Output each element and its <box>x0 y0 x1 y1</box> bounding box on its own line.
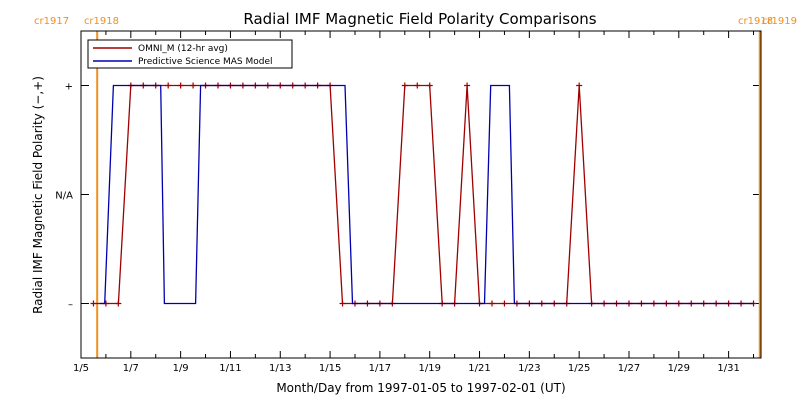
x-tick-label: 1/11 <box>219 363 241 374</box>
legend-box <box>87 39 293 69</box>
series-omni-point <box>177 82 184 89</box>
series-omni-line <box>93 84 754 305</box>
x-tick-label: 1/7 <box>123 363 139 374</box>
x-tick-label: 1/27 <box>618 363 640 374</box>
y-axis-label: Radial IMF Magnetic Field Polarity (−,+) <box>31 76 45 314</box>
series-omni-point <box>339 300 346 307</box>
y-tick-label: + <box>65 82 73 93</box>
legend-label-omni: OMNI_M (12-hr avg) <box>138 44 228 54</box>
series-omni-point <box>501 300 508 307</box>
series-omni-point <box>190 82 197 89</box>
series-omni-point <box>90 300 97 307</box>
x-tick-label: 1/13 <box>269 363 291 374</box>
series-omni-point <box>576 82 583 89</box>
series-omni-point <box>401 82 408 89</box>
y-tick-label: – <box>68 300 73 311</box>
cr-label-right-1: cr1918 <box>738 16 773 27</box>
series-mas-line <box>99 84 754 305</box>
cr-label-left-1: cr1917 <box>34 16 69 27</box>
x-tick-label: 1/5 <box>73 363 89 374</box>
x-tick-label: 1/25 <box>568 363 590 374</box>
x-tick-label: 1/29 <box>668 363 690 374</box>
x-tick-label: 1/15 <box>319 363 341 374</box>
x-tick-label: 1/31 <box>717 363 739 374</box>
series-omni-point <box>414 82 421 89</box>
series-omni-point <box>488 300 495 307</box>
legend-label-mas: Predictive Science MAS Model <box>138 57 273 67</box>
series-omni-point <box>115 300 122 307</box>
series-omni-point <box>426 82 433 89</box>
x-tick-label: 1/19 <box>418 363 440 374</box>
plot-frame <box>80 30 762 359</box>
legend: OMNI_M (12-hr avg) Predictive Science MA… <box>87 39 293 69</box>
x-tick-label: 1/23 <box>518 363 540 374</box>
series-omni-point <box>165 82 172 89</box>
cr-label-left-2: cr1918 <box>84 16 119 27</box>
chart-marks: 1/5 1/7 1/9 1/11 1/13 1/15 1/17 1/19 1/21 1/23 1/2… <box>55 31 761 374</box>
x-axis-label: Month/Day from 1997-01-05 to 1997-02-01 … <box>276 381 565 395</box>
series-omni-point <box>464 82 471 89</box>
chart-title: Radial IMF Magnetic Field Polarity Compa… <box>243 10 596 28</box>
y-tick-label: N/A <box>55 191 73 202</box>
x-tick-label: 1/9 <box>173 363 189 374</box>
cr-label-right-2: cr1919 <box>762 16 797 27</box>
x-tick-label: 1/17 <box>369 363 391 374</box>
x-tick-label: 1/21 <box>468 363 490 374</box>
